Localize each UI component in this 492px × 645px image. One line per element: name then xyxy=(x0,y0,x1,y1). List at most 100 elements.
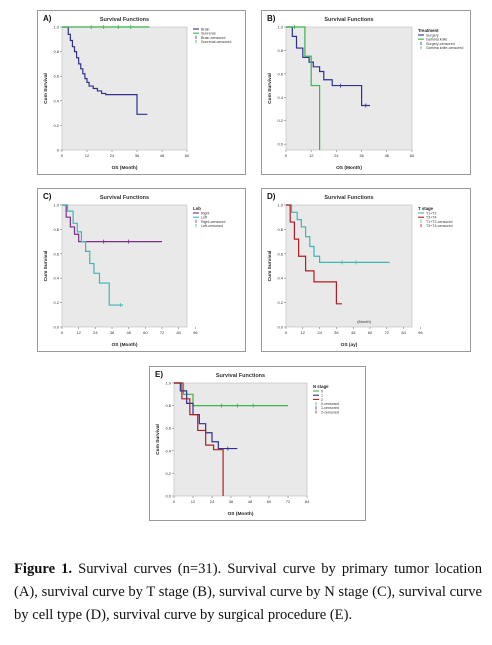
x-tick-label: 60 xyxy=(185,153,190,158)
legend-label: T1+T2-censored xyxy=(426,220,452,224)
y-tick-label: 0.2 xyxy=(165,471,171,476)
legend-label: Brain-censored xyxy=(201,36,225,40)
series-line-right xyxy=(62,204,162,243)
caption-label: Figure 1. xyxy=(14,561,73,577)
x-tick-label: 96 xyxy=(418,330,423,335)
figure-caption: Figure 1. Survival curves (n=31). Surviv… xyxy=(14,558,482,627)
x-axis-label: OS (Month) xyxy=(228,511,254,517)
y-tick-label: 1.0 xyxy=(53,203,59,208)
y-tick-label: 0.4 xyxy=(53,98,59,103)
chart-panel-c: C) Survival Functions 0.0 0.2 0.4 0.6 0.8 1.0 0 1… xyxy=(37,188,246,352)
x-tick-label: 48 xyxy=(160,153,165,158)
legend-label: Left xyxy=(201,216,207,220)
x-tick-label: 36 xyxy=(110,330,115,335)
chart-panel-d: D) Survival Functions 0.0 0.2 0.4 0.6 0.8 1.0 0 1… xyxy=(261,188,471,352)
x-axis-label: OS (ay) xyxy=(341,342,358,348)
x-tick-label: 0 xyxy=(61,330,64,335)
legend-label: 0-censored xyxy=(321,402,339,406)
panel-label: D) xyxy=(267,192,276,201)
x-tick-label: 24 xyxy=(334,153,339,158)
chart-title: Survival Functions xyxy=(324,195,373,201)
legend-label: T3+T4-censored xyxy=(426,224,452,228)
y-tick-label: 0.8 xyxy=(277,227,283,232)
chart-panel-b: B) Survival Functions 0.0 0.2 0.4 0.6 0.8 1.0 0 1… xyxy=(261,10,471,175)
y-tick-label: 0.6 xyxy=(53,74,59,79)
x-tick-label: 0 xyxy=(285,330,288,335)
x-tick-label: 60 xyxy=(410,153,415,158)
km-chart-a: A) Survival Functions 0 0.2 0.4 0.6 0.8 1.0 0 12 2… xyxy=(43,14,231,171)
series-line-surgery xyxy=(286,26,370,107)
y-tick-label: 0.0 xyxy=(277,142,283,147)
series-line-brain xyxy=(62,26,148,115)
x-tick-label: 60 xyxy=(143,330,148,335)
series-line-t1-t2 xyxy=(286,204,390,263)
x-tick-label: 72 xyxy=(385,330,390,335)
y-tick-label: 0.6 xyxy=(53,251,59,256)
x-axis-label: OS (Month) xyxy=(112,165,138,171)
legend-title: Treatment xyxy=(418,28,439,33)
series-line-gamma-knife xyxy=(286,26,321,150)
legend-label: Left-censored xyxy=(201,224,223,228)
legend-label: 1 xyxy=(321,394,323,398)
series-line-2 xyxy=(174,382,224,496)
plot-area xyxy=(285,204,413,328)
x-tick-label: 36 xyxy=(334,330,339,335)
x-tick-label: 72 xyxy=(160,330,165,335)
chart-panel-e: E) Survival Functions 0.0 0.2 0.4 0.6 0.8 1.0 0 1… xyxy=(149,366,366,521)
series-line-t3-t4 xyxy=(286,204,342,305)
x-tick-label: 12 xyxy=(301,330,306,335)
x-tick-label: 48 xyxy=(385,153,390,158)
y-axis-label: Cum Survival xyxy=(43,251,49,282)
chart-title: Survival Functions xyxy=(216,373,265,379)
legend-label: 0 xyxy=(321,389,323,393)
y-tick-label: 0.0 xyxy=(165,494,171,499)
y-tick-label: 0.2 xyxy=(277,300,283,305)
y-tick-label: 0.2 xyxy=(53,123,59,128)
panel-label: E) xyxy=(155,370,163,379)
x-tick-label: 36 xyxy=(135,153,140,158)
y-axis-label: Cum Survival xyxy=(155,424,161,455)
km-chart-c: C) Survival Functions 0.0 0.2 0.4 0.6 0.8 1.0 0 1… xyxy=(43,192,225,348)
chart-title: Survival Functions xyxy=(324,17,373,23)
x-tick-label: 60 xyxy=(267,499,272,504)
legend-label: Surgery-censored xyxy=(426,42,455,46)
panel-label: C) xyxy=(43,192,52,201)
y-tick-label: 0.2 xyxy=(277,118,283,123)
y-tick-label: 0 xyxy=(57,148,60,153)
legend-label: Sunrenal-censored xyxy=(201,40,231,44)
y-tick-label: 1.0 xyxy=(165,381,171,386)
plot-area xyxy=(61,204,188,328)
y-axis-label: Cum Survival xyxy=(267,251,273,282)
legend-label: T3+T4 xyxy=(426,216,437,220)
inner-axis-note: (Month) xyxy=(357,319,371,324)
km-chart-b: B) Survival Functions 0.0 0.2 0.4 0.6 0.8 1.0 0 1… xyxy=(267,14,463,171)
y-tick-label: 0.6 xyxy=(165,426,171,431)
y-tick-label: 0.6 xyxy=(277,251,283,256)
x-tick-label: 24 xyxy=(210,499,215,504)
legend-label: Gamma knife xyxy=(426,38,447,42)
y-tick-label: 0.8 xyxy=(165,403,171,408)
legend-label: Sunrenal xyxy=(201,32,216,36)
x-axis-label: OS (Month) xyxy=(112,342,138,348)
panel-label: B) xyxy=(267,14,276,23)
x-tick-label: 48 xyxy=(126,330,131,335)
y-tick-label: 1.0 xyxy=(53,25,59,30)
x-tick-label: 24 xyxy=(93,330,98,335)
x-tick-label: 0 xyxy=(173,499,176,504)
x-tick-label: 12 xyxy=(191,499,196,504)
x-tick-label: 24 xyxy=(110,153,115,158)
y-tick-label: 0.4 xyxy=(165,448,171,453)
y-tick-label: 0.6 xyxy=(277,71,283,76)
x-tick-label: 0 xyxy=(285,153,288,158)
plot-area xyxy=(173,382,308,497)
km-chart-d: D) Survival Functions 0.0 0.2 0.4 0.6 0.8 1.0 0 1… xyxy=(267,192,452,348)
x-tick-label: 84 xyxy=(176,330,181,335)
x-tick-label: 60 xyxy=(368,330,373,335)
x-tick-label: 84 xyxy=(305,499,310,504)
y-tick-label: 1.0 xyxy=(277,25,283,30)
x-tick-label: 72 xyxy=(286,499,291,504)
chart-panel-a: A) Survival Functions 0 0.2 0.4 0.6 0.8 1.0 0 12 2… xyxy=(37,10,246,175)
y-tick-label: 0.8 xyxy=(277,48,283,53)
y-tick-label: 0.4 xyxy=(277,95,283,100)
legend-label: 2-censored xyxy=(321,410,339,414)
